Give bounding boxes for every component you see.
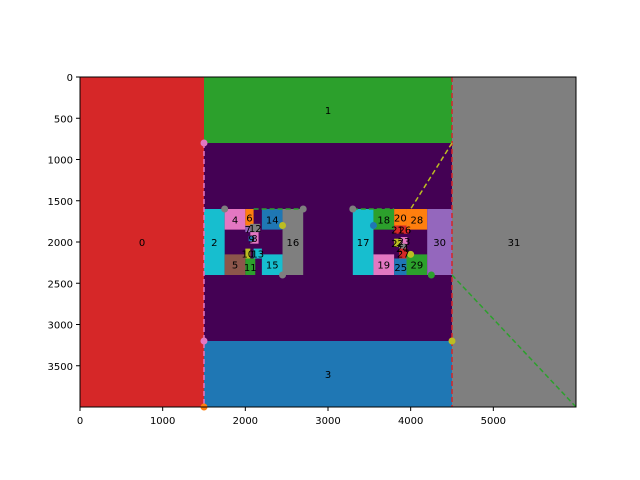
region-6 <box>245 209 254 226</box>
x-tick-label: 0 <box>77 416 83 427</box>
region-28 <box>406 209 428 230</box>
region-3 <box>204 341 452 407</box>
region-label-6: 6 <box>246 213 252 224</box>
marker-11 <box>407 250 415 258</box>
marker-6 <box>279 222 287 229</box>
region-label-11: 11 <box>244 263 257 274</box>
region-9 <box>248 236 255 242</box>
marker-10 <box>448 337 456 345</box>
region-14 <box>261 209 283 230</box>
marker-1 <box>200 337 208 345</box>
y-axis: 0 500 1000 1500 2000 2500 3000 3500 <box>48 73 80 373</box>
region-label-30: 30 <box>433 238 446 249</box>
region-label-4: 4 <box>232 215 238 226</box>
overlay-line-3 <box>451 274 577 408</box>
region-label-10: 10 <box>241 250 254 261</box>
region-label-3: 3 <box>325 370 331 381</box>
marker-layer <box>200 139 456 411</box>
region-label-21: 21 <box>391 226 404 237</box>
region-label-25: 25 <box>394 263 407 274</box>
region-label-1: 1 <box>325 106 331 117</box>
y-tick-label: 500 <box>54 114 73 125</box>
marker-7 <box>349 205 357 213</box>
region-label-27: 27 <box>397 250 410 261</box>
region-31 <box>452 77 576 407</box>
x-tick-label: 3000 <box>315 416 340 427</box>
region-label-13: 13 <box>251 250 264 261</box>
region-27 <box>399 248 408 259</box>
region-label-20: 20 <box>394 213 407 224</box>
marker-4 <box>299 205 307 213</box>
region-21 <box>394 225 401 234</box>
region-13 <box>253 248 262 259</box>
plot-background-layer <box>204 143 452 341</box>
y-tick-label: 2000 <box>48 238 73 249</box>
marker-9 <box>427 271 435 279</box>
region-label-31: 31 <box>508 238 521 249</box>
region-layer <box>80 77 576 407</box>
region-4 <box>224 209 246 230</box>
region-label-15: 15 <box>266 261 279 272</box>
x-tick-label: 5000 <box>481 416 506 427</box>
region-label-28: 28 <box>410 215 423 226</box>
region-label-22: 22 <box>391 239 404 250</box>
region-label-26: 26 <box>399 226 412 237</box>
region-5 <box>224 254 246 275</box>
region-label-24: 24 <box>396 244 409 255</box>
region-20 <box>394 209 407 226</box>
region-label-7: 7 <box>245 225 251 236</box>
region-26 <box>400 225 410 234</box>
region-23 <box>400 237 408 246</box>
region-29 <box>406 254 428 275</box>
region-0 <box>80 77 204 407</box>
region-2 <box>204 209 225 275</box>
y-tick-label: 1000 <box>48 156 73 167</box>
region-label-9: 9 <box>248 235 254 246</box>
region-label-14: 14 <box>266 215 279 226</box>
region-label-16: 16 <box>286 238 299 249</box>
region-11 <box>245 258 256 275</box>
marker-8 <box>369 222 377 229</box>
marker-0 <box>200 139 208 147</box>
region-15 <box>261 254 283 275</box>
region-24 <box>399 243 406 252</box>
y-tick-label: 3500 <box>48 362 73 373</box>
region-12 <box>250 223 261 233</box>
marker-5 <box>279 271 287 279</box>
x-tick-label: 4000 <box>398 416 423 427</box>
region-label-18: 18 <box>377 215 390 226</box>
y-tick-label: 0 <box>67 73 73 84</box>
region-1 <box>204 77 452 143</box>
y-tick-label: 3000 <box>48 321 73 332</box>
region-label-0: 0 <box>139 238 145 249</box>
region-label-17: 17 <box>357 238 370 249</box>
region-label-12: 12 <box>249 224 262 235</box>
overlay-line-2 <box>410 142 453 210</box>
region-18 <box>373 209 395 230</box>
background-region <box>204 143 452 341</box>
region-label-8: 8 <box>251 234 257 245</box>
overlay-line-layer <box>203 77 577 408</box>
region-label-2: 2 <box>211 238 217 249</box>
region-7 <box>245 225 251 233</box>
x-axis: 0 1000 2000 3000 4000 5000 <box>77 407 506 427</box>
region-16 <box>282 209 304 275</box>
region-19 <box>373 254 395 275</box>
y-tick-label: 1500 <box>48 197 73 208</box>
region-label-5: 5 <box>232 261 238 272</box>
region-label-29: 29 <box>410 261 423 272</box>
region-30 <box>427 209 452 275</box>
region-label-23: 23 <box>398 237 411 248</box>
marker-3 <box>221 205 229 213</box>
y-tick-label: 2500 <box>48 279 73 290</box>
region-25 <box>394 258 408 275</box>
region-label-19: 19 <box>377 261 390 272</box>
x-tick-label: 2000 <box>233 416 258 427</box>
region-17 <box>352 209 374 275</box>
x-tick-label: 1000 <box>150 416 175 427</box>
region-10 <box>245 248 251 259</box>
region-22 <box>394 238 401 247</box>
